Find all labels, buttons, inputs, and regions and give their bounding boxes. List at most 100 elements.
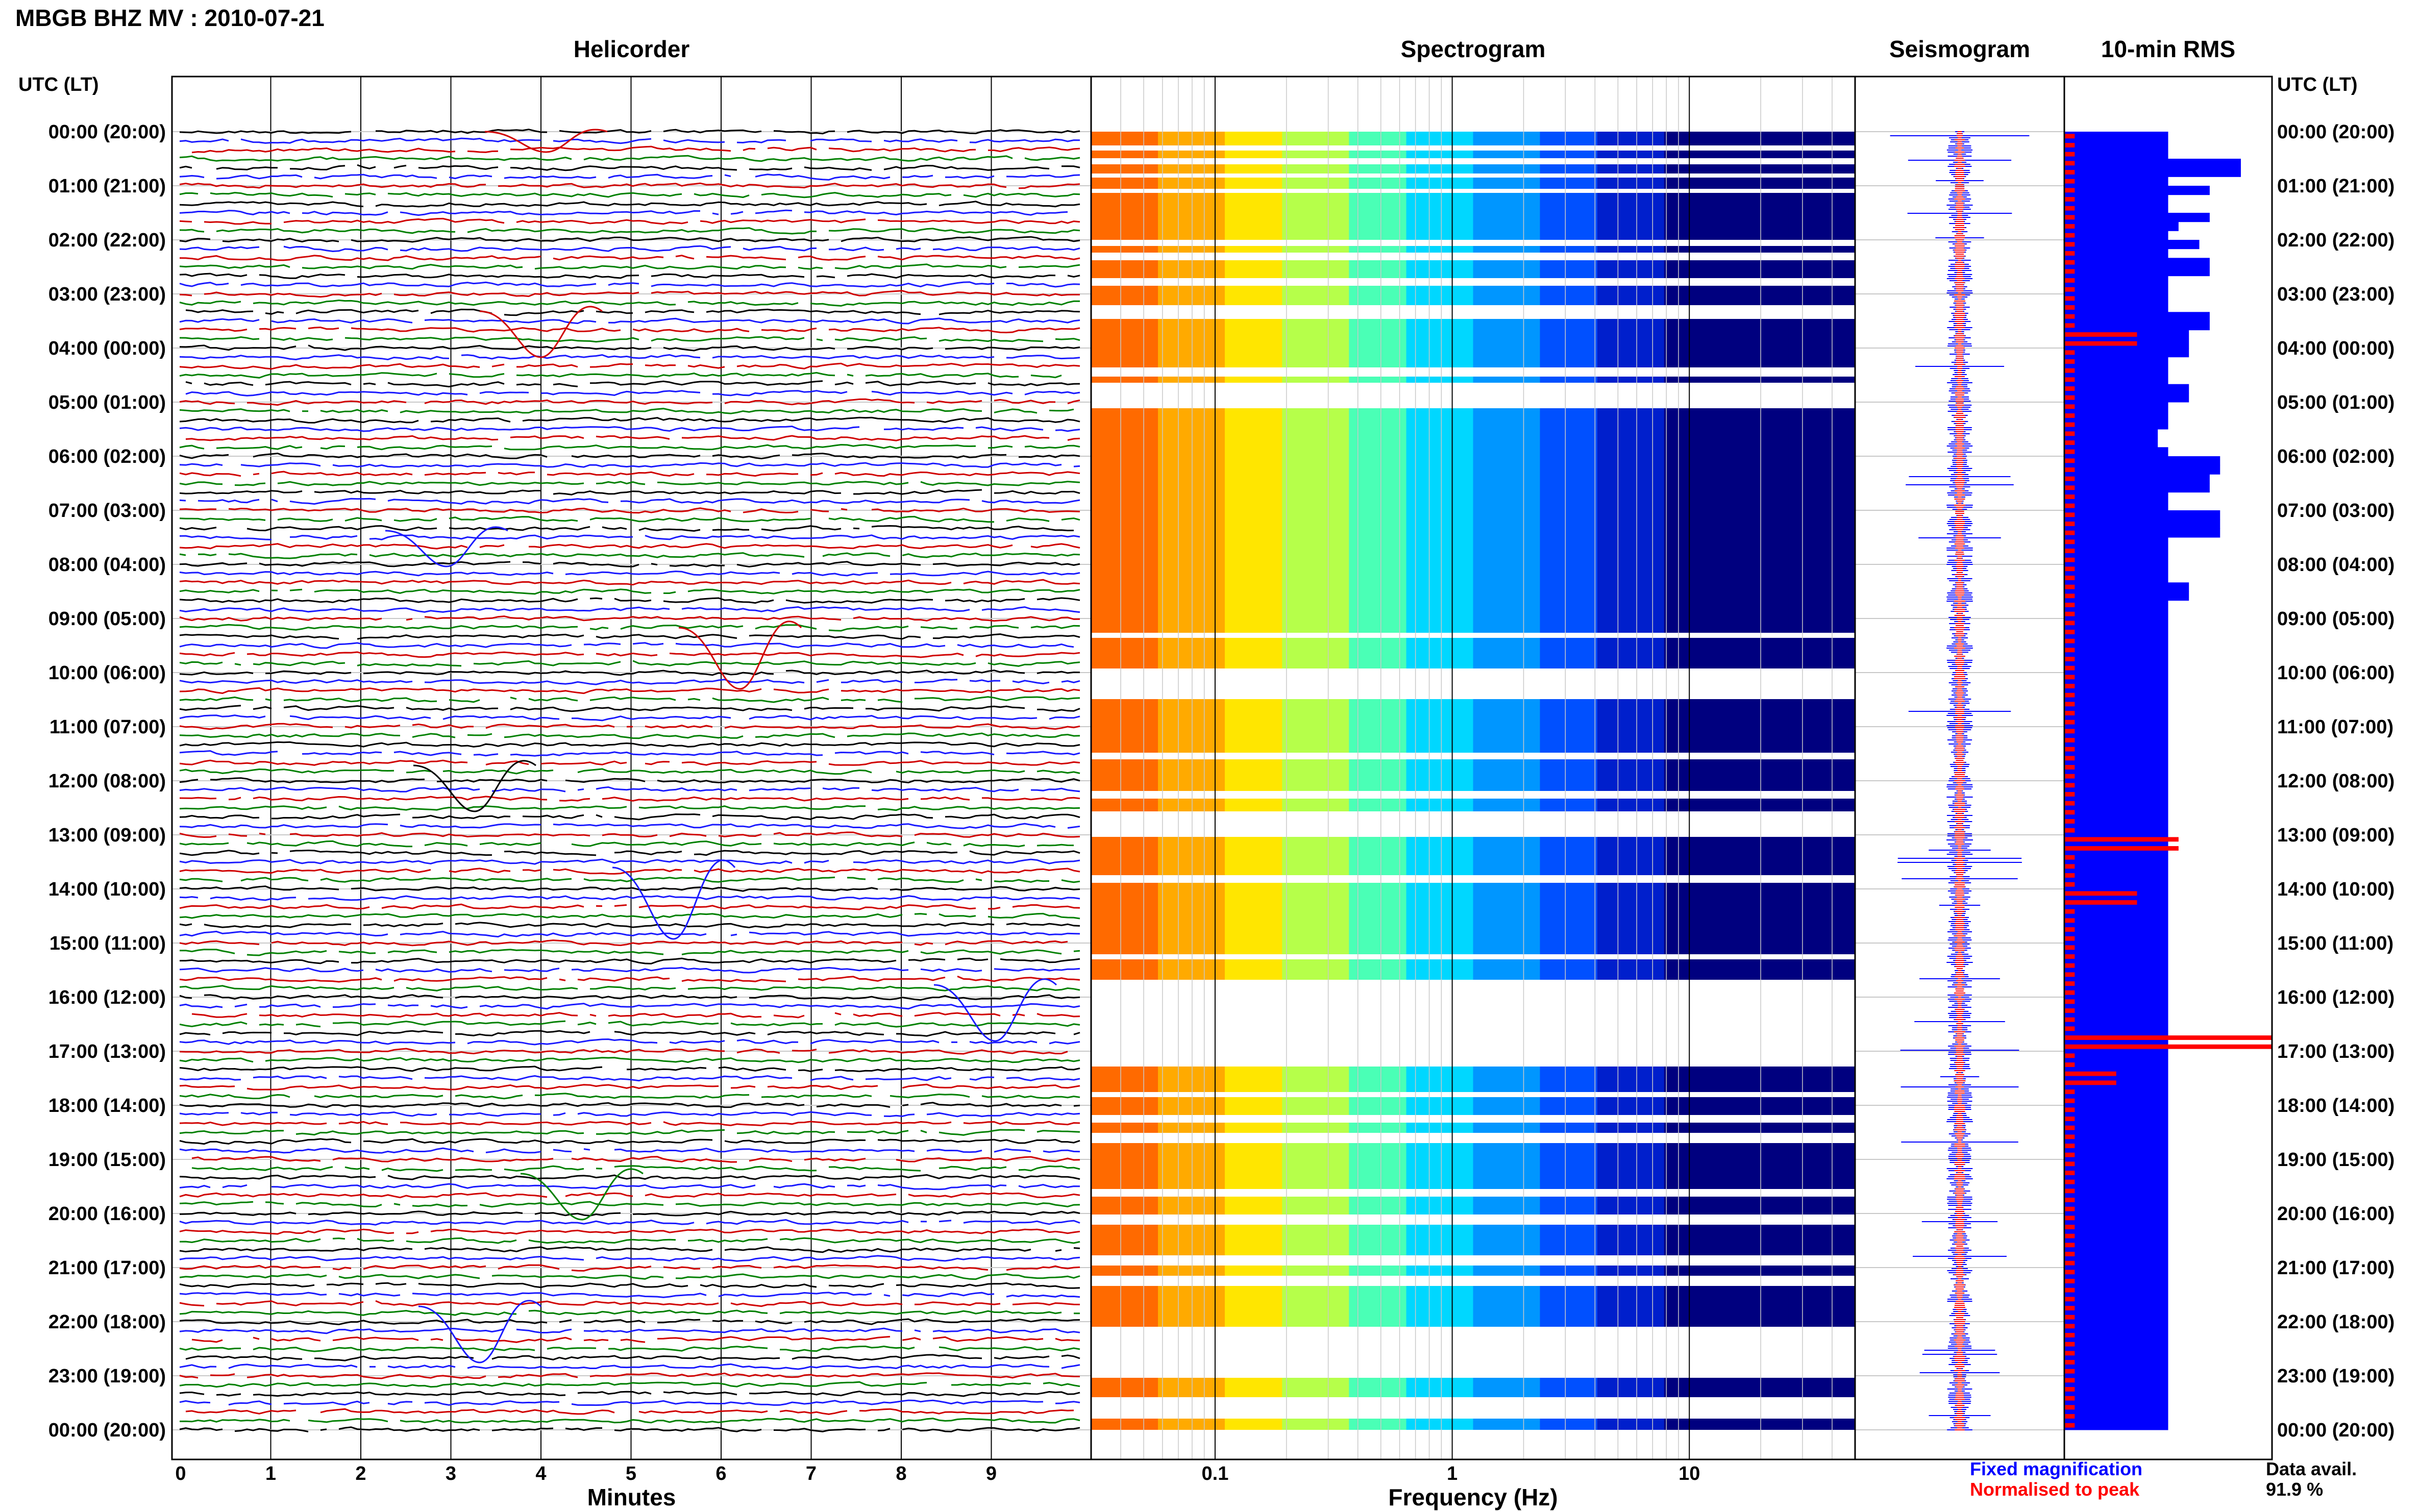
right-hour-label: 14:00 (10:00) xyxy=(2277,879,2395,900)
spectrogram-band xyxy=(1396,132,1407,1430)
rms-bar-normalised xyxy=(2064,675,2075,680)
helicorder-trace xyxy=(179,1300,1080,1307)
data-availability-value: 91.9 % xyxy=(2266,1479,2324,1500)
right-hour-label: 01:00 (21:00) xyxy=(2277,176,2395,197)
rms-bar-normalised xyxy=(2064,1216,2075,1221)
helicorder-trace xyxy=(185,380,1080,388)
helicorder-xlabel: Minutes xyxy=(587,1484,676,1510)
rms-bar-normalised xyxy=(2064,999,2075,1004)
spectrogram-band xyxy=(1320,132,1330,1430)
spectrogram-band xyxy=(1416,132,1426,1430)
helicorder-title: Helicorder xyxy=(574,36,690,62)
helicorder-minute-tick: 5 xyxy=(626,1463,636,1484)
helicorder-trace xyxy=(179,217,1080,225)
spectrogram-band xyxy=(1845,132,1856,1430)
helicorder-trace xyxy=(179,796,1080,802)
helicorder-hour-label: 01:00 (21:00) xyxy=(48,176,166,197)
rms-bar-fixed xyxy=(2064,988,2168,998)
rms-bar-normalised xyxy=(2064,377,2075,382)
rms-bar-fixed xyxy=(2064,167,2241,177)
helicorder-trace xyxy=(179,579,1080,586)
rms-bar-fixed xyxy=(2064,537,2168,547)
helicorder-hour-label: 17:00 (13:00) xyxy=(48,1041,166,1062)
helicorder-trace xyxy=(179,723,1080,730)
rms-bar-fixed xyxy=(2064,1096,2168,1106)
helicorder-trace xyxy=(179,1075,1080,1082)
helicorder-event xyxy=(413,760,536,812)
rms-bar-normalised xyxy=(2064,1071,2116,1076)
rms-bar-normalised xyxy=(2064,494,2075,499)
rms-bar-fixed xyxy=(2064,1024,2168,1034)
rms-bar-fixed xyxy=(2064,663,2168,673)
spectrogram-gap xyxy=(1091,1115,1855,1123)
spectrogram-band xyxy=(1731,132,1741,1430)
rms-bar-fixed xyxy=(2064,1141,2168,1151)
right-hour-label: 15:00 (11:00) xyxy=(2277,933,2393,954)
utc-header-left: UTC (LT) xyxy=(18,74,99,95)
helicorder-trace xyxy=(179,1111,1080,1118)
helicorder-trace xyxy=(179,561,1080,568)
spectrogram-gap xyxy=(1091,980,1855,1067)
rms-bar-fixed xyxy=(2064,186,2210,195)
helicorder-trace xyxy=(179,633,1080,640)
spectrogram-gap xyxy=(1091,954,1855,959)
helicorder-hour-label: 06:00 (02:00) xyxy=(48,446,166,467)
rms-bar-normalised xyxy=(2064,792,2075,797)
rms-bar-fixed xyxy=(2064,393,2189,403)
spectrogram-band xyxy=(1129,132,1140,1430)
spectrogram-band xyxy=(1100,132,1110,1430)
rms-bar-normalised xyxy=(2064,224,2075,229)
helicorder-event xyxy=(612,859,736,940)
helicorder-trace xyxy=(179,678,1080,685)
spectrogram-band xyxy=(1826,132,1837,1430)
helicorder-trace xyxy=(179,912,1080,920)
rms-bar-fixed xyxy=(2064,654,2168,664)
helicorder-trace xyxy=(179,1237,1080,1244)
rms-bar-fixed xyxy=(2064,591,2189,601)
legend-normalised-to-peak: Normalised to peak xyxy=(1970,1479,2140,1500)
rms-bar-normalised xyxy=(2064,1414,2075,1419)
rms-bar-fixed xyxy=(2064,438,2158,448)
helicorder-trace xyxy=(179,714,1080,722)
rms-bar-fixed xyxy=(2064,159,2241,168)
rms-bar-normalised xyxy=(2064,431,2075,436)
rms-bar-normalised xyxy=(2064,665,2075,671)
rms-bar-normalised xyxy=(2064,1306,2075,1310)
rms-bar-normalised xyxy=(2064,368,2075,373)
spectrogram-xlabel: Frequency (Hz) xyxy=(1388,1484,1558,1510)
helicorder-trace xyxy=(179,155,1080,162)
rms-bar-normalised xyxy=(2064,990,2075,995)
helicorder-trace xyxy=(179,975,1080,983)
rms-bar-normalised xyxy=(2064,729,2075,734)
spectrogram-gap xyxy=(1091,668,1855,699)
helicorder-trace xyxy=(179,597,1080,604)
spectrogram-gap xyxy=(1091,1133,1855,1143)
rms-bar-normalised xyxy=(2064,260,2075,265)
spectrogram-band xyxy=(1616,132,1626,1430)
helicorder-trace xyxy=(179,805,1080,811)
rms-bar-normalised xyxy=(2064,1053,2075,1058)
helicorder-trace xyxy=(179,173,1080,181)
rms-bar-normalised xyxy=(2064,1243,2075,1248)
helicorder-trace xyxy=(179,885,1080,892)
helicorder-minute-tick: 6 xyxy=(715,1463,726,1484)
rms-bar-fixed xyxy=(2064,646,2168,655)
rms-bar-normalised xyxy=(2064,638,2075,643)
right-hour-label: 10:00 (06:00) xyxy=(2277,662,2395,684)
helicorder-hour-label: 23:00 (19:00) xyxy=(48,1366,166,1387)
axis-labels: Helicorder Spectrogram Seismogram 10-min RM… xyxy=(18,36,2395,1510)
rms-bar-normalised xyxy=(2064,170,2075,175)
rms-bar-fixed xyxy=(2064,762,2168,772)
spectrogram-band xyxy=(1301,132,1311,1430)
rms-bar-normalised xyxy=(2064,1423,2075,1428)
helicorder-trace xyxy=(179,966,1080,974)
helicorder-trace xyxy=(179,705,1080,712)
rms-bar-normalised xyxy=(2064,657,2075,661)
helicorder-trace xyxy=(179,651,1080,658)
helicorder-trace xyxy=(191,1012,1080,1019)
spectrogram-band xyxy=(1511,132,1521,1430)
spectrogram-band xyxy=(1110,132,1120,1430)
spectrogram-band xyxy=(1692,132,1703,1430)
spectrogram-gap xyxy=(1091,753,1855,759)
rms-bar-normalised xyxy=(2064,549,2075,553)
